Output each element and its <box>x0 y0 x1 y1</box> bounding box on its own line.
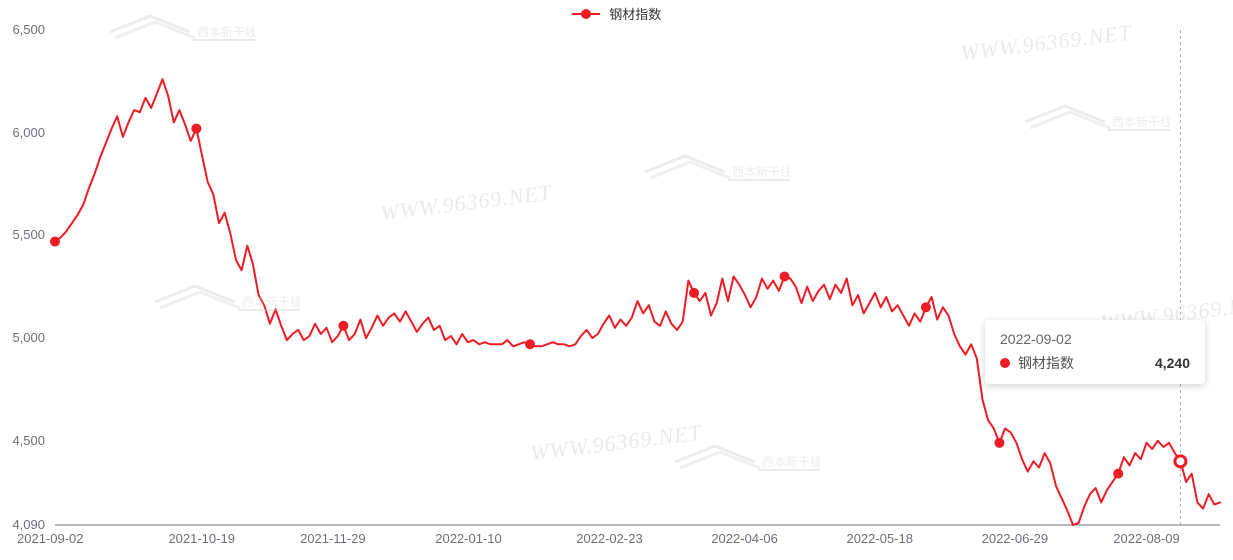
x-axis-tick-label: 2022-08-09 <box>1113 531 1180 546</box>
tooltip-series-dot <box>1000 358 1010 368</box>
x-axis-tick-label: 2022-01-10 <box>435 531 502 546</box>
chart-tooltip: 2022-09-02 钢材指数 4,240 <box>985 320 1205 384</box>
x-axis-tick-label: 2021-11-29 <box>300 531 366 546</box>
x-axis-tick-label: 2021-09-02 <box>17 531 84 546</box>
x-axis-tick-label: 2022-06-29 <box>982 531 1049 546</box>
tooltip-value: 4,240 <box>1155 355 1190 371</box>
x-axis-tick-label: 2022-04-06 <box>711 531 778 546</box>
x-axis-tick-label: 2022-05-18 <box>846 531 913 546</box>
line-chart[interactable] <box>0 0 1233 560</box>
y-axis-tick-label: 5,000 <box>0 330 45 345</box>
legend-line-marker <box>572 7 600 21</box>
x-axis-tick-label: 2021-10-19 <box>168 531 235 546</box>
chart-legend[interactable]: 钢材指数 <box>0 4 1233 23</box>
x-axis-tick-label: 2022-02-23 <box>576 531 643 546</box>
tooltip-date: 2022-09-02 <box>1000 331 1190 347</box>
y-axis-tick-label: 4,090 <box>0 517 45 532</box>
legend-label: 钢材指数 <box>609 4 661 23</box>
tooltip-series-name: 钢材指数 <box>1018 353 1131 373</box>
y-axis-tick-label: 6,000 <box>0 125 45 140</box>
y-axis-tick-label: 6,500 <box>0 22 45 37</box>
y-axis-tick-label: 4,500 <box>0 433 45 448</box>
y-axis-tick-label: 5,500 <box>0 227 45 242</box>
chart-container: 钢材指数 WWW.96369.NETWWW.96369.NETWWW.96369… <box>0 0 1233 560</box>
